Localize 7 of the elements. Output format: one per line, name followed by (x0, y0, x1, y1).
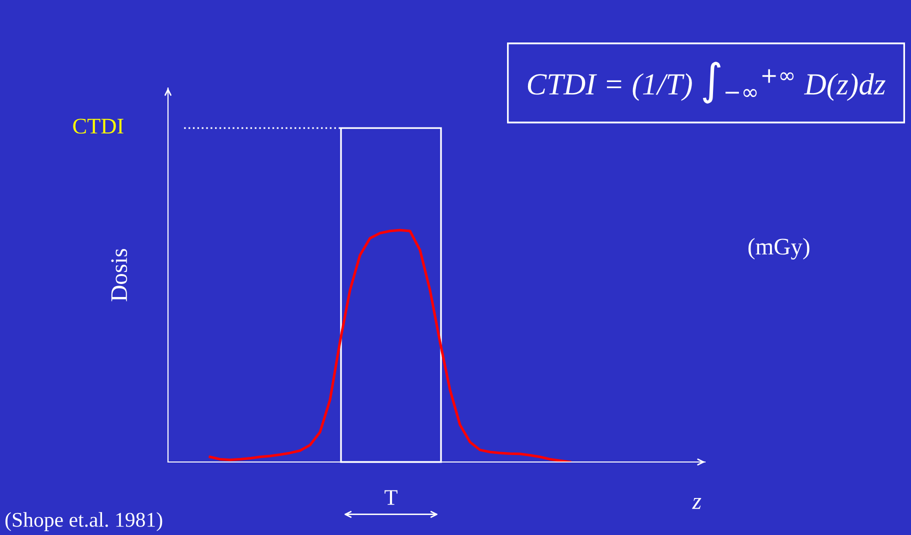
text: (Shope et.al. 1981) (5, 512, 162, 532)
y-axis-title: Dosis (111, 248, 128, 302)
text: CTDI = (1/T) ∫$_{−∞}$$^{+∞}$ D(z)dz (528, 62, 886, 104)
text: T (384, 490, 398, 505)
text: (mGy) (748, 238, 810, 260)
ref-line-label: CTDI (73, 118, 124, 134)
x-axis-title: z (692, 498, 702, 509)
